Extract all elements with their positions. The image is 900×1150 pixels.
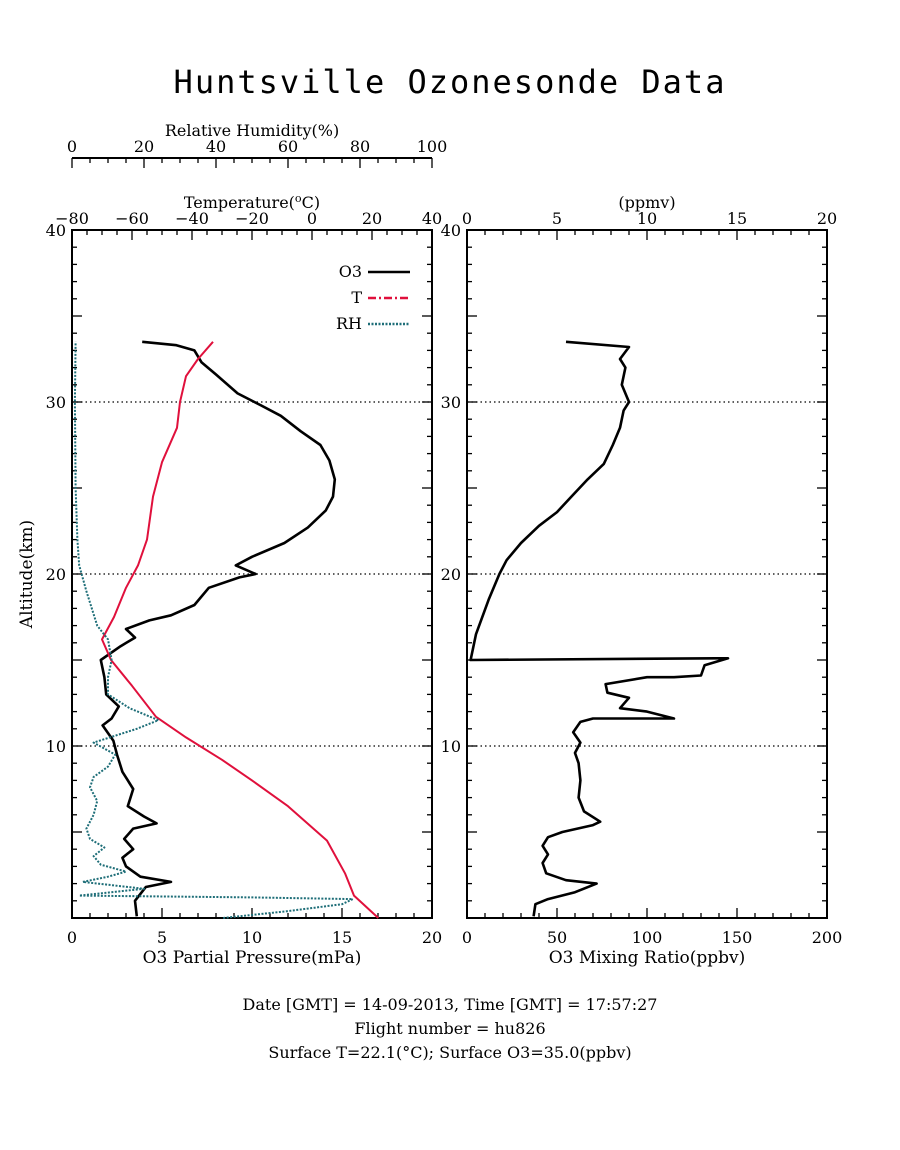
x-tick-label-10: 10 [242, 928, 262, 947]
x-tick-label-150: 150 [722, 928, 753, 947]
top-tick-label: 10 [637, 209, 657, 228]
top-tick-label: 20 [362, 209, 382, 228]
x-tick-label-100: 100 [632, 928, 663, 947]
y-tick-label-10: 10 [46, 737, 66, 756]
y-axis-label: Altitude(km) [17, 520, 37, 629]
top-tick-label: 60 [278, 137, 298, 156]
top-tick-label: 20 [134, 137, 154, 156]
footer-surface-values: Surface T=22.1(°C); Surface O3=35.0(ppbv… [268, 1043, 632, 1062]
legend-label-o3: O3 [339, 262, 362, 281]
y-tick-label-10: 10 [441, 737, 461, 756]
top-tick-label: 0 [462, 209, 472, 228]
series-o3 [99, 340, 337, 917]
top-axis-label-0: (ppmv) [618, 193, 675, 212]
y-tick-label-40: 40 [46, 221, 66, 240]
top-tick-label: 40 [206, 137, 226, 156]
y-tick-label-30: 30 [46, 393, 66, 412]
x-tick-label-50: 50 [547, 928, 567, 947]
series-o3-mixing-ratio [469, 340, 730, 917]
top-tick-label: −80 [55, 209, 89, 228]
top-tick-label: 80 [350, 137, 370, 156]
series-t [101, 341, 379, 919]
x-tick-label-15: 15 [332, 928, 352, 947]
series-rh [73, 341, 354, 919]
legend-label-rh: RH [336, 314, 362, 333]
top-tick-label: 0 [307, 209, 317, 228]
y-tick-label-30: 30 [441, 393, 461, 412]
x-tick-label-20: 20 [422, 928, 442, 947]
y-tick-label-20: 20 [46, 565, 66, 584]
x-axis-label-bottom: O3 Partial Pressure(mPa) [143, 948, 362, 968]
top-tick-label: −20 [235, 209, 269, 228]
footer-flight-number: Flight number = hu826 [354, 1019, 546, 1038]
top-tick-label: −40 [175, 209, 209, 228]
left-panel: 10 20 30 40 Altitude(km) 0 5 10 15 20 O3 Partial P… [17, 121, 447, 968]
footer-date-time: Date [GMT] = 14-09-2013, Time [GMT] = 17… [242, 995, 658, 1014]
legend-label-t: T [351, 288, 362, 307]
top-axis-label-0: Temperature(oC) [184, 192, 320, 212]
top-tick-label: 5 [552, 209, 562, 228]
x-tick-label-5: 5 [157, 928, 167, 947]
x-tick-label-0: 0 [67, 928, 77, 947]
top-tick-label: 20 [817, 209, 837, 228]
top-axis-label-1: Relative Humidity(%) [165, 121, 339, 140]
top-tick-label: 40 [422, 209, 442, 228]
y-tick-label-40: 40 [441, 221, 461, 240]
top-tick-label: 100 [417, 137, 448, 156]
y-tick-label-20: 20 [441, 565, 461, 584]
x-tick-label-200: 200 [812, 928, 843, 947]
x-tick-label-0: 0 [462, 928, 472, 947]
chart-title: Huntsville Ozonesonde Data [174, 63, 727, 101]
top-tick-label: 0 [67, 137, 77, 156]
top-tick-label: −60 [115, 209, 149, 228]
top-tick-label: 15 [727, 209, 747, 228]
x-axis-label-bottom: O3 Mixing Ratio(ppbv) [549, 948, 746, 968]
